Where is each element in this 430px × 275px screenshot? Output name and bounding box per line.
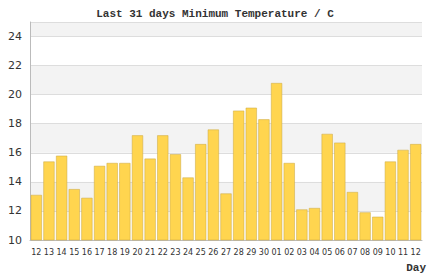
svg-text:07: 07 [347,248,357,257]
svg-text:12: 12 [8,204,22,217]
svg-text:09: 09 [373,248,383,257]
svg-text:Last 31 days Minimum Temperatu: Last 31 days Minimum Temperature / C [96,8,334,20]
svg-text:18: 18 [8,117,22,130]
svg-text:23: 23 [170,248,180,257]
svg-text:24: 24 [183,248,193,257]
svg-text:18: 18 [107,248,117,257]
svg-text:29: 29 [246,248,256,257]
svg-text:02: 02 [284,248,294,257]
svg-text:12: 12 [411,248,421,257]
svg-text:03: 03 [297,248,307,257]
svg-text:17: 17 [94,248,104,257]
svg-text:28: 28 [234,248,244,257]
svg-text:04: 04 [309,248,319,257]
svg-text:25: 25 [196,248,206,257]
svg-text:20: 20 [132,248,142,257]
svg-text:22: 22 [8,59,22,72]
svg-text:14: 14 [8,175,22,188]
svg-text:22: 22 [158,248,168,257]
svg-text:30: 30 [259,248,269,257]
svg-text:24: 24 [8,30,22,43]
svg-text:26: 26 [208,248,218,257]
svg-text:16: 16 [8,146,22,159]
svg-text:21: 21 [145,248,155,257]
svg-text:Day: Day [406,262,426,274]
svg-text:14: 14 [57,248,67,257]
svg-text:10: 10 [385,248,395,257]
svg-text:01: 01 [271,248,281,257]
svg-text:11: 11 [398,248,408,257]
svg-text:05: 05 [322,248,332,257]
svg-text:20: 20 [8,88,22,101]
svg-text:15: 15 [69,248,79,257]
svg-text:12: 12 [31,248,41,257]
svg-text:13: 13 [44,248,54,257]
svg-text:16: 16 [82,248,92,257]
svg-text:27: 27 [221,248,231,257]
svg-text:08: 08 [360,248,370,257]
svg-text:06: 06 [335,248,345,257]
svg-text:19: 19 [120,248,130,257]
svg-text:10: 10 [8,234,22,247]
